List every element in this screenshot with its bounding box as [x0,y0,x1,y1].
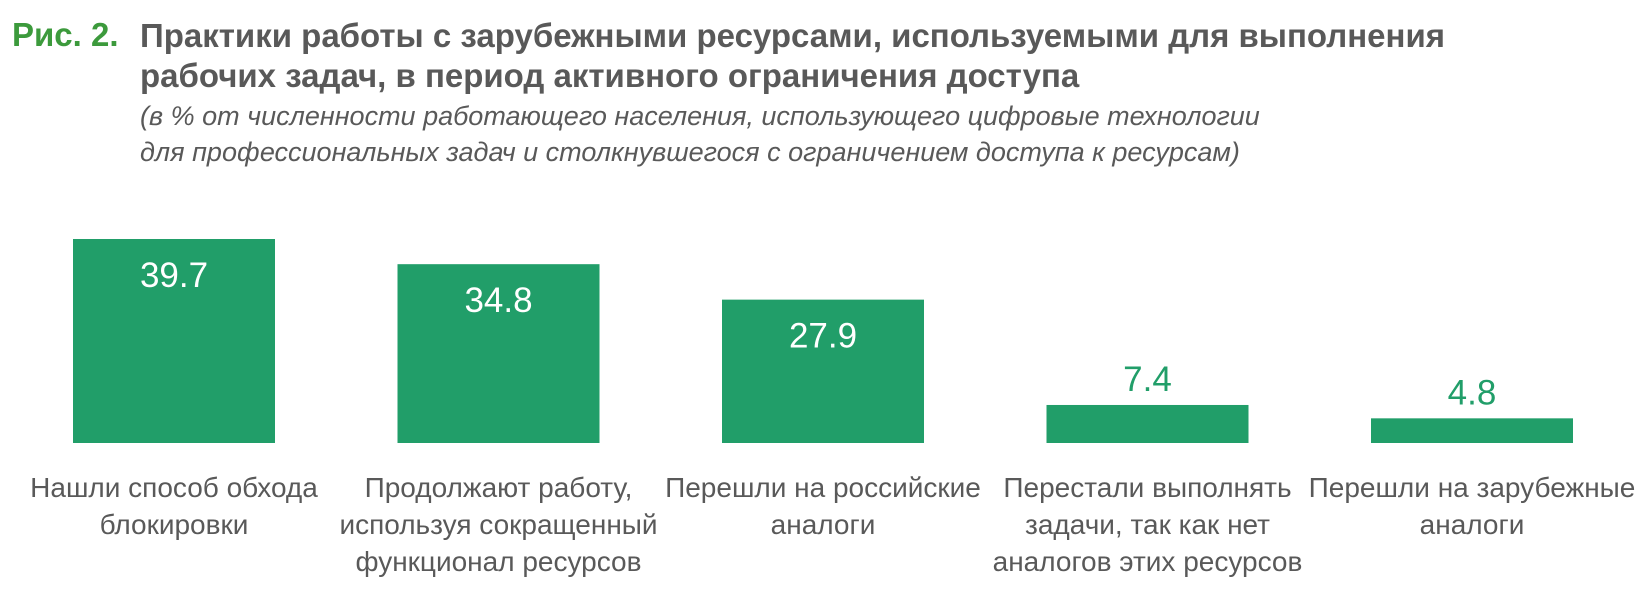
category-label-line: аналогов этих ресурсов [993,546,1303,577]
chart-subtitle: (в % от численности работающего населени… [140,98,1580,170]
bar-value-label: 4.8 [1448,373,1497,412]
chart-title-line: Практики работы с зарубежными ресурсами,… [140,17,1445,54]
category-label-line: функционал ресурсов [355,546,641,577]
bar-value-label: 27.9 [789,317,857,356]
chart-title-line: рабочих задач, в период активного ограни… [140,57,1080,94]
category-label-line: задачи, так как нет [1025,509,1270,540]
category-label-line: Продолжают работу, [365,472,633,503]
category-label-line: Перестали выполнять [1003,472,1291,503]
category-label: Перешли на российские аналоги [665,472,981,540]
bar [73,239,275,443]
bar [722,299,924,443]
bar [1371,418,1573,443]
category-label-line: аналоги [771,509,876,540]
category-label-line: используя сокращенный [339,509,657,540]
bar [1046,404,1249,443]
chart-title: Практики работы с зарубежными ресурсами,… [140,16,1580,96]
category-label-line: Нашли способ обхода [30,472,318,503]
bar [397,264,600,443]
bar-value-label: 34.8 [464,281,532,320]
category-label: Нашли способ обхода блокировки [30,472,318,540]
bar-value-label: 39.7 [140,256,208,295]
figure-number: Рис. 2. [12,16,119,53]
category-label-line: Перешли на российские [665,472,981,503]
category-label: Продолжают работу, используя сокращенный ф… [339,472,657,577]
chart-subtitle-line: (в % от численности работающего населени… [140,101,1260,131]
category-label-line: аналоги [1420,509,1525,540]
category-label-line: Перешли на зарубежные [1309,472,1636,503]
bar-value-label: 7.4 [1123,360,1172,399]
category-label: Перешли на зарубежные аналоги [1309,472,1636,540]
category-label: Перестали выполнять задачи, так как нет ан… [993,472,1303,577]
category-label-line: блокировки [100,509,249,540]
chart-subtitle-line: для профессиональных задач и столкнувшег… [140,137,1240,167]
